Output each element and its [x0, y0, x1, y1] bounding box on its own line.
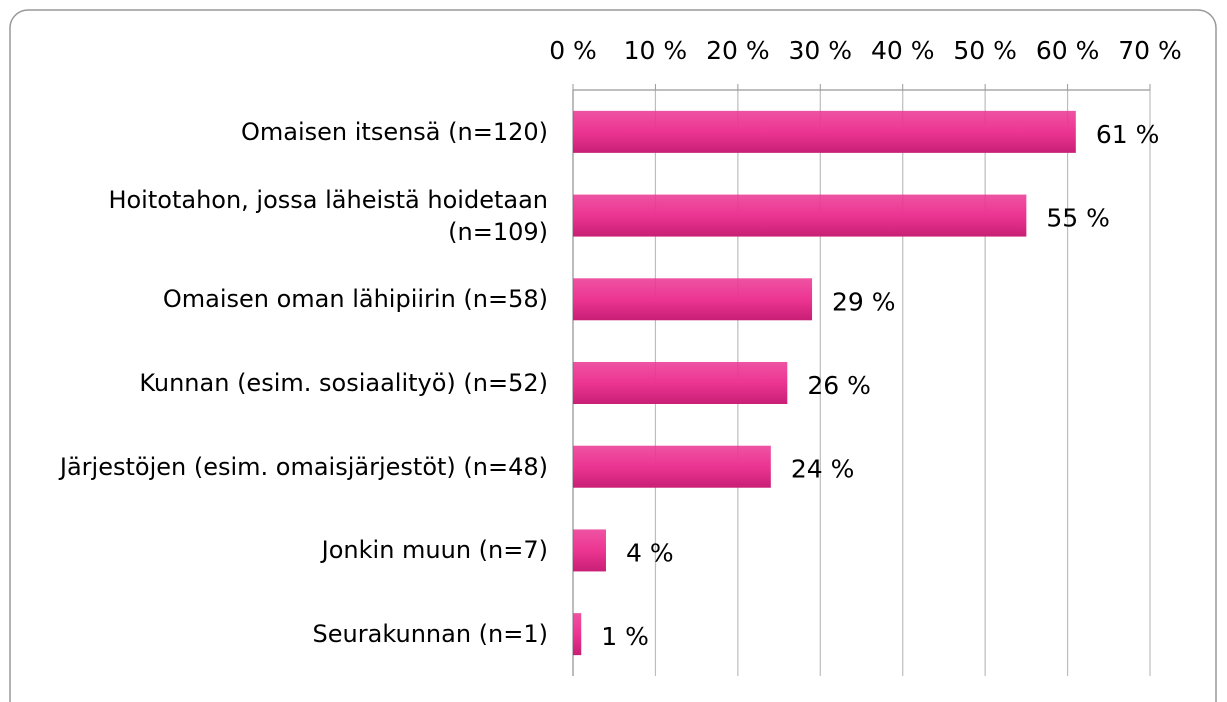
category-label: Kunnan (esim. sosiaalityö) (n=52)	[139, 369, 548, 397]
chart-border	[9, 9, 1217, 702]
bar	[573, 362, 788, 404]
x-tick-label: 50 %	[953, 36, 1017, 65]
category-label: Jonkin muun (n=7)	[321, 536, 548, 565]
value-label: 24 %	[791, 455, 855, 484]
x-tick-label: 40 %	[871, 36, 935, 65]
value-label: 26 %	[807, 371, 871, 400]
value-label: 55 %	[1046, 204, 1110, 233]
bar	[573, 194, 1027, 237]
value-label: 4 %	[626, 538, 674, 567]
value-label: 29 %	[832, 287, 896, 316]
category-label: Seurakunnan (n=1)	[312, 620, 548, 649]
x-tick-label: 70 %	[1118, 36, 1182, 65]
category-label: Järjestöjen (esim. omaisjärjestöt) (n=48…	[59, 452, 548, 481]
x-tick-label: 30 %	[789, 36, 853, 65]
value-label: 61 %	[1096, 120, 1160, 149]
category-label: Omaisen itsensä (n=120)	[240, 117, 548, 146]
category-label: Omaisen oman lähipiirin (n=58)	[162, 285, 548, 314]
x-tick-label: 20 %	[706, 36, 770, 65]
x-tick-label: 0 %	[549, 36, 597, 65]
category-label: Hoitotahon, jossa läheistä hoidetaan (n=…	[108, 185, 548, 246]
bar	[573, 529, 606, 572]
bar	[573, 445, 771, 488]
value-label: 1 %	[601, 622, 649, 651]
x-tick-label: 10 %	[624, 36, 688, 65]
bar	[573, 278, 813, 321]
bar	[573, 613, 582, 656]
x-tick-label: 60 %	[1036, 36, 1100, 65]
bar	[573, 110, 1076, 153]
